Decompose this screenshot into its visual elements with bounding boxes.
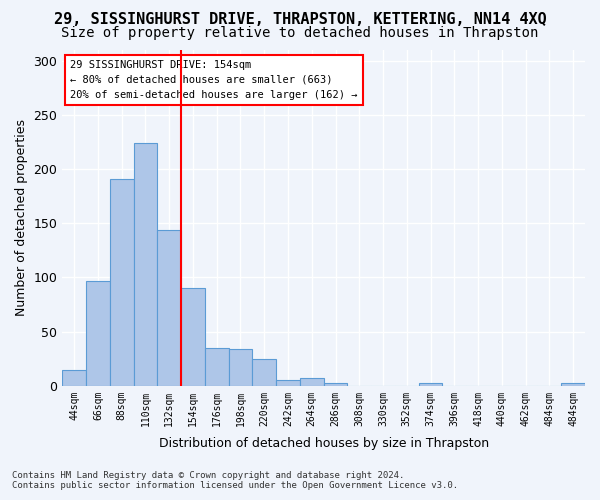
Text: 29, SISSINGHURST DRIVE, THRAPSTON, KETTERING, NN14 4XQ: 29, SISSINGHURST DRIVE, THRAPSTON, KETTE… [53, 12, 547, 28]
Bar [205, 348, 229, 386]
Bar [276, 380, 300, 386]
Bar [229, 349, 253, 386]
Bar [181, 288, 205, 386]
Text: Size of property relative to detached houses in Thrapston: Size of property relative to detached ho… [61, 26, 539, 40]
Bar [323, 382, 347, 386]
Bar [110, 179, 134, 386]
Bar [62, 370, 86, 386]
Bar [253, 358, 276, 386]
Bar [419, 382, 442, 386]
X-axis label: Distribution of detached houses by size in Thrapston: Distribution of detached houses by size … [158, 437, 489, 450]
Bar [157, 230, 181, 386]
Bar [134, 143, 157, 386]
Bar [86, 280, 110, 386]
Bar [300, 378, 323, 386]
Text: Contains HM Land Registry data © Crown copyright and database right 2024.
Contai: Contains HM Land Registry data © Crown c… [12, 470, 458, 490]
Text: 29 SISSINGHURST DRIVE: 154sqm
← 80% of detached houses are smaller (663)
20% of : 29 SISSINGHURST DRIVE: 154sqm ← 80% of d… [70, 60, 358, 100]
Bar [561, 382, 585, 386]
Y-axis label: Number of detached properties: Number of detached properties [15, 120, 28, 316]
